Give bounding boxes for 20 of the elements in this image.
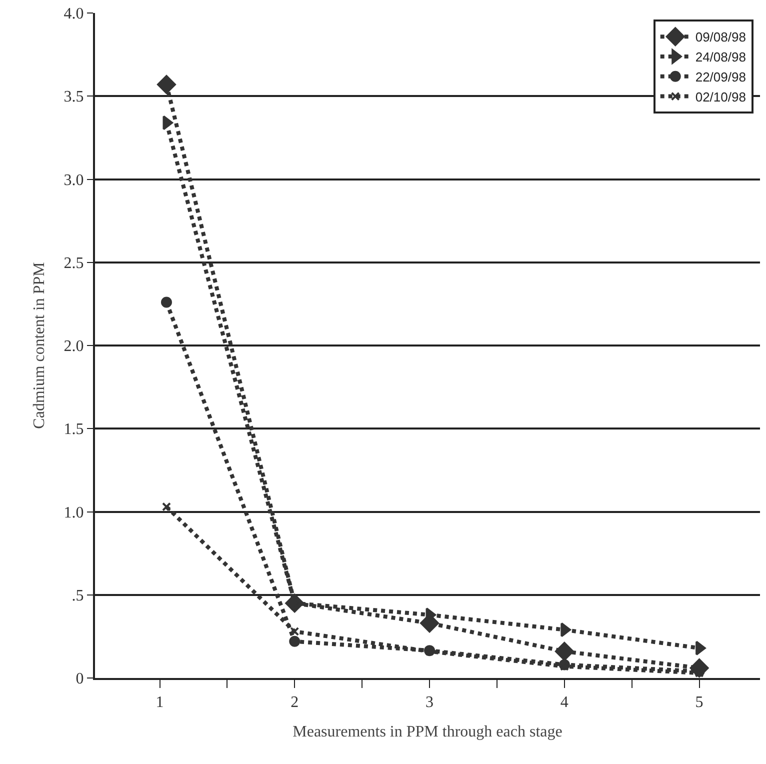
x-tick-label: 4 bbox=[560, 694, 568, 712]
y-tick-label: 1.5 bbox=[64, 421, 84, 438]
y-tick-label: 2.5 bbox=[64, 254, 84, 272]
y-tick-label: 1.0 bbox=[64, 504, 84, 522]
x-axis-title: Measurements in PPM through each stage bbox=[292, 723, 562, 740]
x-tick-label: 5 bbox=[695, 694, 704, 712]
x-tick-label: 3 bbox=[426, 694, 434, 712]
x-tick-label: 2 bbox=[290, 694, 299, 712]
legend-label: 24/08/98 bbox=[695, 50, 746, 65]
y-tick-label: 3.5 bbox=[64, 88, 84, 106]
y-tick-label: .5 bbox=[72, 587, 84, 604]
y-tick-label: 0 bbox=[76, 670, 84, 688]
y-axis-title: Cadmium content in PPM bbox=[31, 262, 48, 429]
y-tick-label: 2.0 bbox=[64, 338, 84, 356]
legend-label: 02/10/98 bbox=[695, 89, 746, 104]
y-tick-label: 4.0 bbox=[64, 6, 84, 23]
x-tick-label: 1 bbox=[156, 694, 164, 712]
legend-label: 22/09/98 bbox=[695, 69, 746, 84]
y-tick-label: 3.0 bbox=[64, 172, 84, 189]
legend-label: 09/08/98 bbox=[695, 30, 746, 45]
